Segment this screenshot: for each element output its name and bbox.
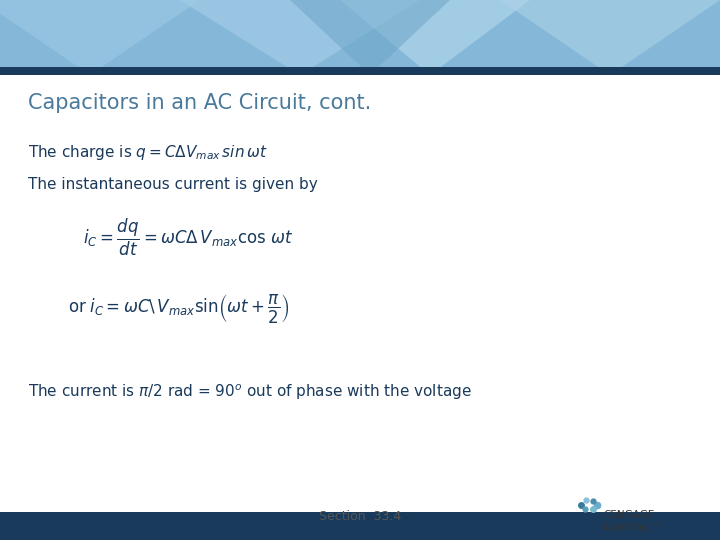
Polygon shape: [340, 0, 530, 75]
Text: The instantaneous current is given by: The instantaneous current is given by: [28, 177, 318, 192]
Polygon shape: [0, 0, 200, 75]
Polygon shape: [290, 0, 450, 75]
Text: $\mathrm{or}\; i_C = \omega C\backslash\, V_{max}\sin\!\left(\omega t + \dfrac{\: $\mathrm{or}\; i_C = \omega C\backslash\…: [68, 292, 289, 325]
Text: Section  33.4: Section 33.4: [319, 510, 401, 523]
Text: The current is $\pi$/2 rad = 90$^o$ out of phase with the voltage: The current is $\pi$/2 rad = 90$^o$ out …: [28, 382, 472, 402]
Polygon shape: [500, 0, 720, 75]
Text: Capacitors in an AC Circuit, cont.: Capacitors in an AC Circuit, cont.: [28, 93, 372, 113]
Bar: [0, 0, 720, 75]
Text: CENGAGE
Learning™: CENGAGE Learning™: [603, 510, 660, 531]
Bar: [0, 67, 720, 75]
Bar: [0, 512, 720, 540]
Text: The charge is $q = C\Delta V_{max}\,\mathit{sin}\,\omega t$: The charge is $q = C\Delta V_{max}\,\mat…: [28, 143, 267, 162]
Text: $i_C = \dfrac{dq}{dt} = \omega C\Delta\, V_{max}\cos\,\omega t$: $i_C = \dfrac{dq}{dt} = \omega C\Delta\,…: [83, 217, 294, 258]
Polygon shape: [180, 0, 420, 75]
